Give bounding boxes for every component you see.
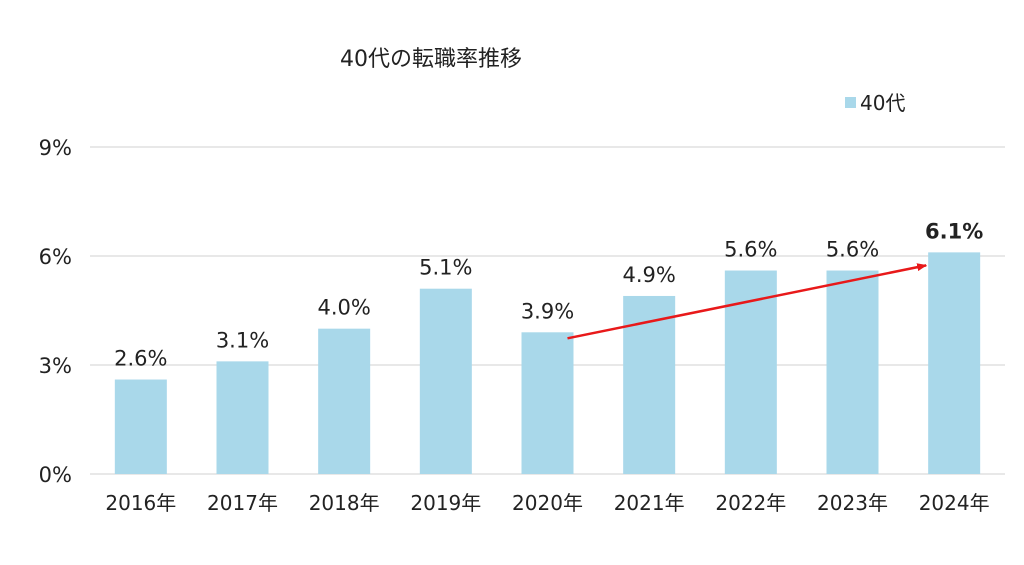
x-tick-label: 2021年 [614, 491, 685, 515]
x-tick-label: 2017年 [207, 491, 278, 515]
data-label: 3.9% [521, 299, 574, 323]
bar [826, 270, 879, 474]
x-tick-label: 2022年 [715, 491, 786, 515]
legend-label: 40代 [860, 91, 905, 115]
data-label: 6.1% [925, 219, 983, 243]
bar [114, 379, 167, 474]
data-label: 5.6% [826, 238, 879, 262]
data-label: 2.6% [114, 347, 167, 371]
legend: 40代 [845, 91, 905, 115]
data-label: 4.0% [317, 296, 370, 320]
bar [216, 361, 269, 474]
x-tick-label: 2016年 [105, 491, 176, 515]
data-label: 4.9% [622, 263, 675, 287]
x-tick-label: 2020年 [512, 491, 583, 515]
data-label: 5.6% [724, 238, 777, 262]
data-label: 5.1% [419, 256, 472, 280]
x-tick-label: 2018年 [309, 491, 380, 515]
y-axis-ticks: 0% 3% 6% 9% [39, 136, 72, 487]
bar [521, 332, 574, 474]
y-tick-label: 3% [39, 354, 72, 378]
x-tick-label: 2023年 [817, 491, 888, 515]
x-tick-label: 2019年 [410, 491, 481, 515]
bar [419, 288, 472, 474]
bar [318, 328, 371, 474]
bars [114, 252, 981, 474]
data-label: 3.1% [216, 328, 269, 352]
y-tick-label: 0% [39, 463, 72, 487]
bar [928, 252, 981, 474]
chart-title: 40代の転職率推移 [340, 47, 522, 72]
legend-swatch [845, 97, 856, 108]
y-tick-label: 6% [39, 245, 72, 269]
x-axis-categories: 2016年 2017年 2018年 2019年 2020年 2021年 2022年 2023年… [105, 491, 989, 515]
x-tick-label: 2024年 [919, 491, 990, 515]
y-tick-label: 9% [39, 136, 72, 160]
data-labels: 2.6% 3.1% 4.0% 5.1% 3.9% 4.9% 5.6% 5.6% 6.1% [114, 219, 983, 370]
trend-arrow [567, 263, 928, 340]
